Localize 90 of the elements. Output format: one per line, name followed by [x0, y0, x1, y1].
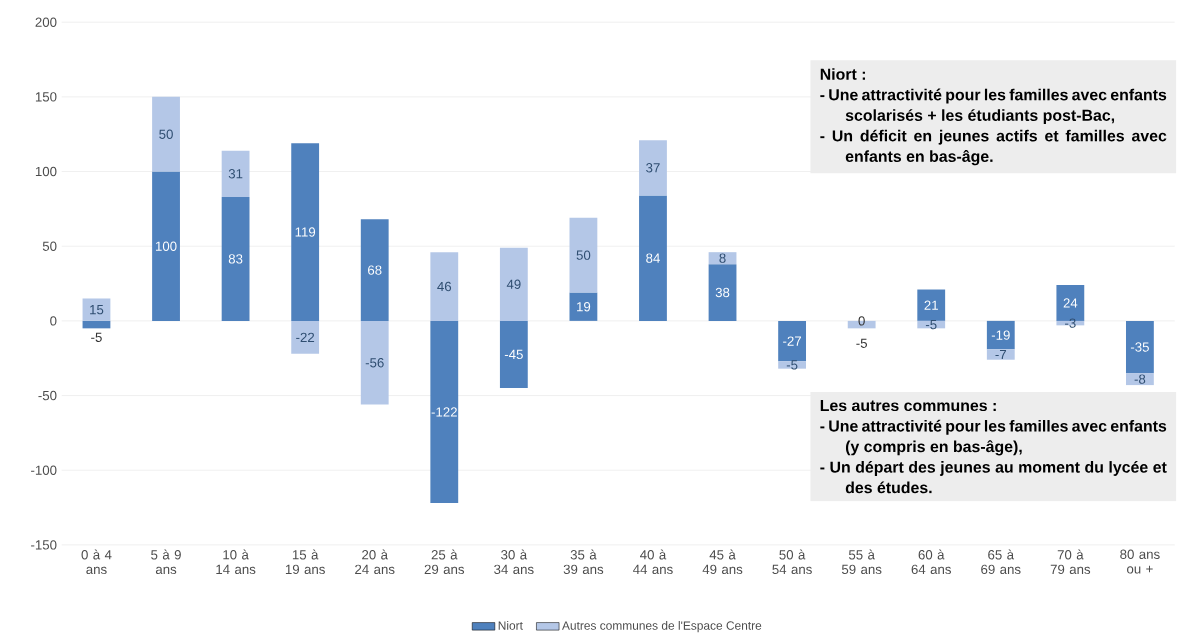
x-tick-label: 60 à 64 ans	[911, 549, 951, 575]
data-label: 83	[228, 254, 243, 264]
x-tick-label: 0 à 4 ans	[81, 549, 112, 575]
data-label: 15	[90, 305, 104, 315]
bar	[917, 289, 946, 321]
x-tick-label: 40 à 44 ans	[633, 549, 673, 575]
bar	[986, 320, 1015, 350]
legend-label: Niort	[498, 621, 523, 630]
annotation: Niort :	[820, 68, 865, 80]
bar	[639, 195, 667, 321]
bar	[1126, 373, 1154, 386]
data-label: 68	[368, 265, 382, 275]
x-tick-label: 5 à 9 ans	[151, 549, 181, 575]
bar	[986, 349, 1015, 360]
annotation: - Un départ des jeunes au moment du lycée et des études.	[820, 460, 1167, 494]
y-tick-label: -50	[38, 390, 57, 401]
data-label: 8	[719, 253, 726, 263]
x-tick-label: 65 à 69 ans	[981, 549, 1021, 575]
bar	[360, 320, 389, 405]
y-tick-label: -100	[31, 465, 57, 475]
data-label: 19	[577, 302, 591, 312]
data-label: 50	[576, 250, 591, 260]
x-tick-label: 70 à 79 ans	[1050, 549, 1091, 575]
data-label: -19	[991, 330, 1010, 340]
data-label: -8	[1134, 374, 1146, 384]
bar	[221, 150, 250, 197]
bar	[430, 320, 459, 504]
data-label: 38	[715, 287, 730, 298]
bar	[639, 140, 667, 196]
data-label: -27	[783, 336, 802, 346]
data-label: -7	[995, 349, 1007, 360]
bar	[1126, 320, 1154, 374]
data-label: -5	[91, 332, 102, 342]
y-tick-label: 50	[42, 241, 57, 251]
bar	[152, 171, 180, 321]
bar	[569, 217, 598, 293]
bar	[708, 264, 737, 321]
data-label: -5	[925, 319, 937, 330]
x-tick-label: 45 à 49 ans	[702, 549, 743, 575]
x-tick-label: 35 à 39 ans	[563, 549, 604, 575]
x-tick-label: 15 à 19 ans	[285, 549, 325, 575]
data-label: -5	[856, 338, 867, 348]
data-label: -122	[431, 407, 457, 417]
data-label: -3	[1065, 318, 1076, 328]
annotation: - Une attractivité pour les familles avec enfants (y compris en bas-âge),	[820, 419, 1167, 456]
y-tick-label: -150	[31, 540, 57, 550]
data-label: 21	[924, 300, 938, 310]
annotation: - Une attractivité pour les familles avec enfants scolarisés + les étudiants post-Bac,	[820, 88, 1167, 125]
bar	[360, 219, 389, 321]
data-label: 84	[646, 253, 660, 263]
data-label: -5	[786, 360, 798, 370]
x-tick-label: 80 ans ou +	[1120, 549, 1160, 574]
x-tick-label: 10 à 14 ans	[216, 549, 256, 575]
legend-label: Autres communes de l'Espace Centre	[562, 621, 762, 633]
annotation: - Un déficit en jeunes actifs et familles avec enfants en bas-âge.	[820, 129, 1167, 166]
bar	[430, 252, 459, 321]
y-tick-label: 200	[35, 17, 57, 27]
x-tick-label: 20 à 24 ans	[355, 549, 395, 575]
bar	[221, 196, 250, 321]
x-tick-label: 55 à 59 ans	[841, 549, 882, 575]
data-label: -35	[1130, 342, 1149, 352]
x-tick-label: 25 à 29 ans	[424, 549, 465, 575]
x-tick-label: 50 à 54 ans	[772, 549, 812, 575]
data-label: -56	[365, 358, 384, 368]
data-label: 37	[646, 163, 660, 173]
data-label: 0	[858, 316, 865, 326]
data-label: 100	[156, 241, 177, 251]
x-tick-label: 30 à 34 ans	[494, 549, 534, 575]
data-label: 119	[295, 227, 316, 237]
bar	[778, 320, 807, 362]
data-label: -45	[504, 349, 523, 360]
bar	[499, 247, 528, 321]
data-label: 24	[1063, 298, 1078, 308]
data-label: 46	[437, 281, 452, 292]
bar	[499, 320, 528, 389]
bar	[82, 298, 111, 321]
data-label: 50	[159, 129, 173, 139]
data-label: 49	[506, 279, 521, 289]
y-tick-label: 100	[35, 166, 57, 177]
data-label: -22	[296, 332, 315, 342]
bar	[291, 143, 320, 321]
bar	[82, 320, 111, 329]
bar	[778, 361, 807, 369]
y-tick-label: 0	[50, 316, 57, 326]
bar	[291, 320, 320, 354]
bar	[152, 96, 180, 172]
bar	[569, 292, 598, 321]
y-tick-label: 150	[35, 92, 57, 102]
data-label: 31	[228, 169, 243, 179]
annotation: Les autres communes :	[820, 400, 996, 412]
